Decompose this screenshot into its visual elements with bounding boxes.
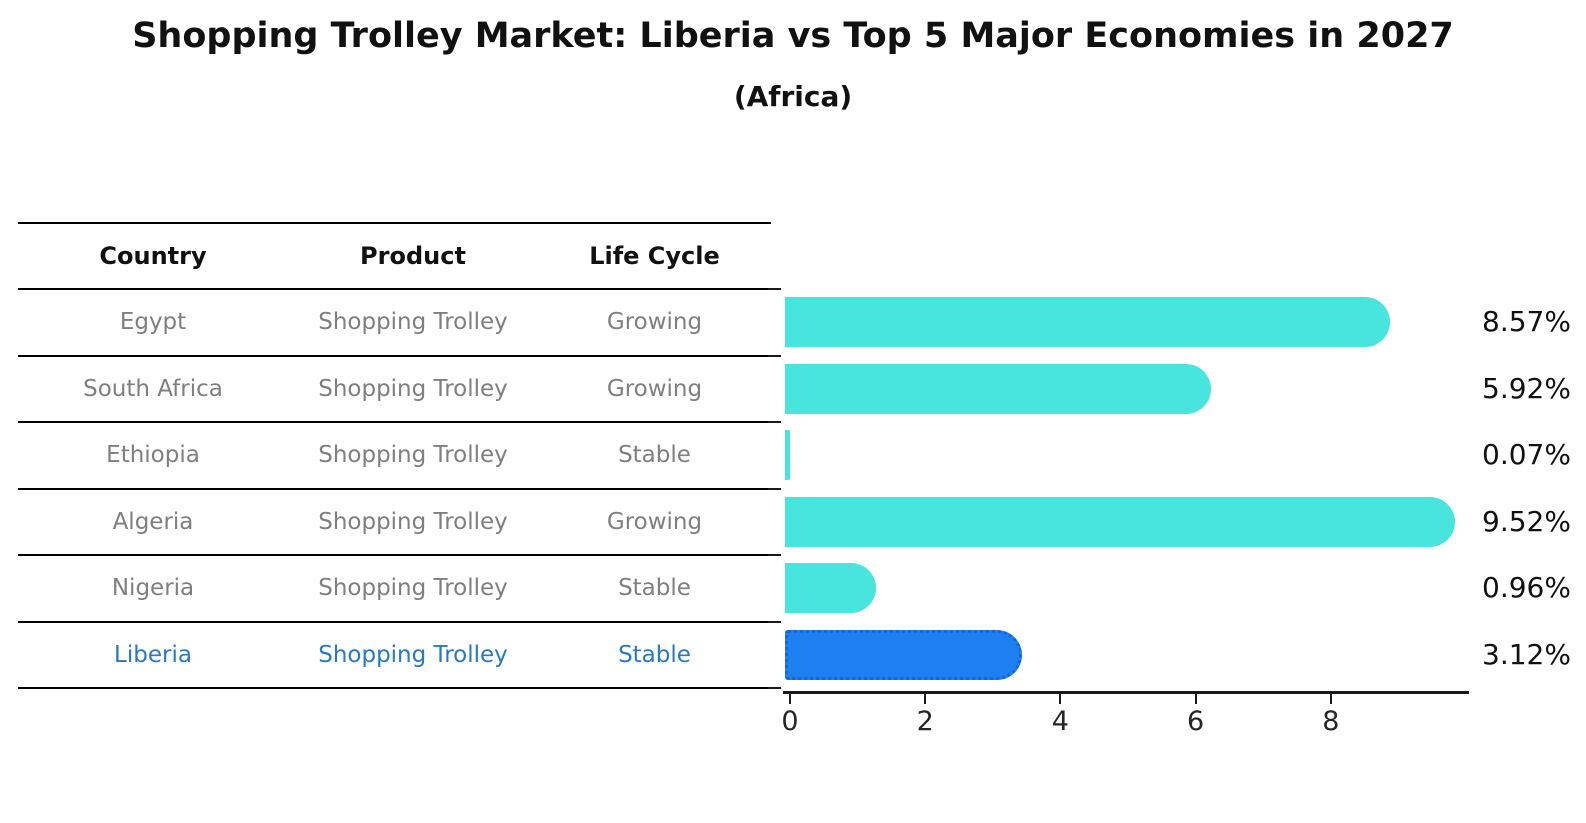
- y-tick-mark: [768, 687, 781, 689]
- bar-value-label: 8.57%: [1482, 305, 1571, 338]
- x-tick-mark: [789, 694, 791, 704]
- y-tick-mark: [768, 354, 781, 357]
- bar-value-label: 0.07%: [1482, 438, 1571, 471]
- bar-value-label: 0.96%: [1482, 571, 1571, 604]
- y-tick-mark: [768, 288, 781, 290]
- cell-product: Shopping Trolley: [318, 309, 508, 336]
- table-header-lifecycle: Life Cycle: [589, 242, 720, 270]
- table-row: Algeria Shopping Trolley Growing: [18, 490, 771, 556]
- bar-algeria: [785, 496, 1455, 547]
- bar-value-label: 3.12%: [1482, 637, 1571, 671]
- chart-title: Shopping Trolley Market: Liberia vs Top …: [132, 16, 1454, 56]
- x-tick-mark: [924, 694, 927, 704]
- cell-country: Nigeria: [111, 575, 195, 602]
- bar-value-label: 9.52%: [1482, 504, 1571, 538]
- x-tick-label: 0: [781, 706, 799, 737]
- table-row: Ethiopia Shopping Trolley Stable: [18, 423, 771, 490]
- country-table: Country Product Life Cycle Egypt Shopping…: [18, 222, 771, 689]
- cell-product: Shopping Trolley: [318, 442, 508, 469]
- cell-product: Shopping Trolley: [318, 375, 508, 402]
- x-tick-label: 8: [1322, 706, 1340, 737]
- cell-product: Shopping Trolley: [318, 641, 508, 668]
- chart-subtitle: (Africa): [733, 80, 853, 113]
- cell-lifecycle: Growing: [606, 508, 703, 535]
- y-tick-mark: [768, 421, 781, 423]
- x-tick-label: 2: [916, 706, 934, 737]
- table-header-product: Product: [360, 242, 466, 270]
- x-tick-label: 6: [1187, 706, 1205, 737]
- x-tick-mark: [1194, 694, 1197, 704]
- cell-country: Egypt: [119, 309, 187, 336]
- cell-lifecycle: Growing: [606, 309, 703, 336]
- bar-nigeria: [785, 563, 876, 613]
- table-row: Liberia Shopping Trolley Stable: [18, 623, 771, 689]
- cell-product: Shopping Trolley: [318, 508, 508, 535]
- table-row: South Africa Shopping Trolley Growing: [18, 357, 771, 423]
- table-body: Egypt Shopping Trolley Growing South Africa…: [18, 290, 771, 689]
- x-tick-label: 4: [1051, 706, 1069, 737]
- table-row: Egypt Shopping Trolley Growing: [18, 290, 771, 357]
- y-tick-mark: [768, 620, 781, 623]
- bar-value-label: 5.92%: [1482, 371, 1571, 405]
- y-tick-mark: [768, 554, 781, 556]
- x-axis-line: [783, 691, 1469, 694]
- bar-egypt: [785, 297, 1391, 347]
- bar-south-africa: [785, 363, 1212, 414]
- bar-ethiopia: [785, 430, 790, 480]
- bar-liberia: [785, 629, 1022, 680]
- table-header-row: Country Product Life Cycle: [18, 222, 771, 290]
- x-tick-mark: [1329, 694, 1332, 704]
- cell-product: Shopping Trolley: [318, 575, 508, 602]
- x-tick-mark: [1059, 694, 1062, 704]
- table-header-country: Country: [99, 242, 207, 270]
- cell-lifecycle: Stable: [618, 442, 691, 469]
- cell-country: South Africa: [83, 375, 223, 402]
- cell-lifecycle: Growing: [606, 375, 703, 402]
- cell-lifecycle: Stable: [618, 641, 691, 668]
- cell-country: Algeria: [112, 508, 194, 535]
- cell-lifecycle: Stable: [618, 575, 691, 602]
- y-tick-mark: [768, 487, 781, 490]
- table-row: Nigeria Shopping Trolley Stable: [18, 556, 771, 623]
- cell-country: Liberia: [114, 641, 192, 668]
- cell-country: Ethiopia: [106, 442, 200, 469]
